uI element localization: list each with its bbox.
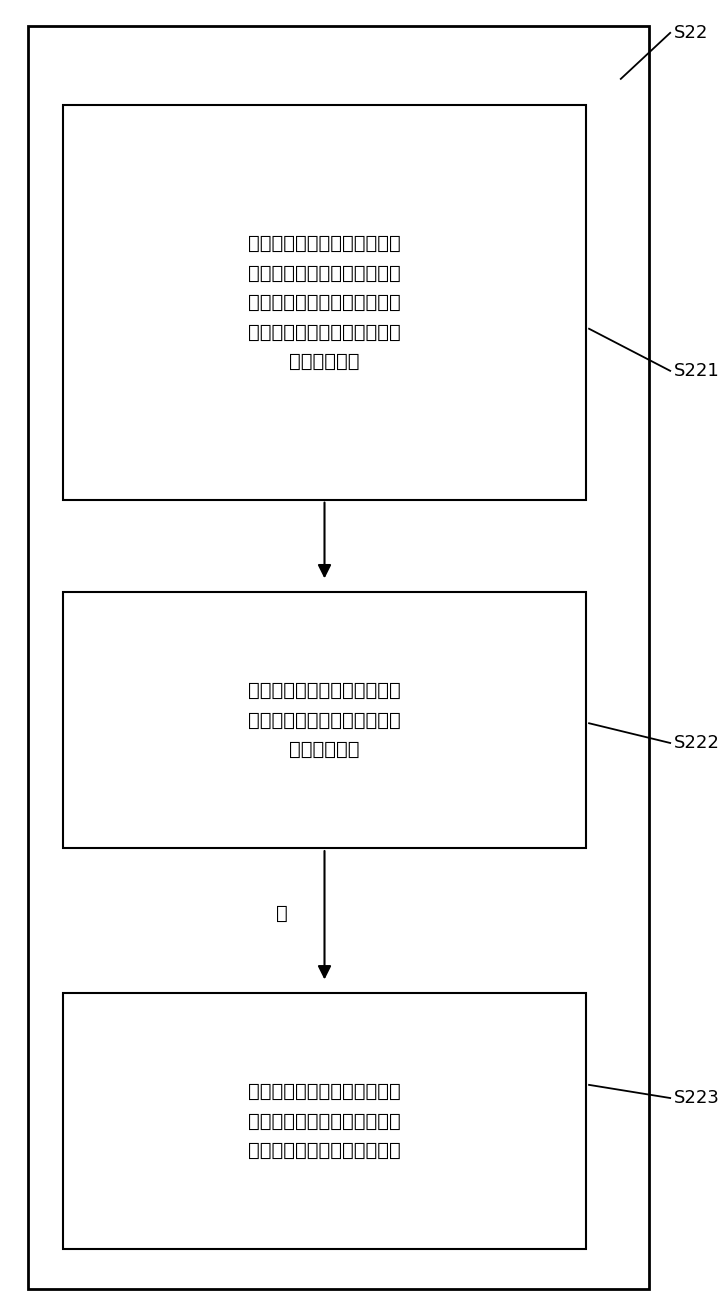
FancyBboxPatch shape	[63, 592, 585, 848]
Text: S222: S222	[674, 734, 719, 752]
Text: S221: S221	[674, 362, 719, 380]
Text: 将记录的空间坐标位置进行聚
类，确定磁条的长度及在环境
地图中的磁条位置，将磁条位
置保存并设定为两个清扫区域
间的虚拟边界: 将记录的空间坐标位置进行聚 类，确定磁条的长度及在环境 地图中的磁条位置，将磁条…	[248, 234, 401, 371]
Text: S223: S223	[674, 1089, 719, 1107]
FancyBboxPatch shape	[63, 105, 585, 500]
Text: S22: S22	[674, 24, 708, 42]
Text: 将磁条的位置与已经记载的磁
条位置作对比，判断磁条是否
为新发现磁条: 将磁条的位置与已经记载的磁 条位置作对比，判断磁条是否 为新发现磁条	[248, 681, 401, 759]
Text: 用于在确定为新发现磁条时，
保存该磁条位置，且确定虚拟
边界另一侧的清扫区域未清扫: 用于在确定为新发现磁条时， 保存该磁条位置，且确定虚拟 边界另一侧的清扫区域未清…	[248, 1082, 401, 1160]
FancyBboxPatch shape	[28, 26, 649, 1289]
Text: 是: 是	[277, 905, 288, 923]
FancyBboxPatch shape	[63, 993, 585, 1249]
